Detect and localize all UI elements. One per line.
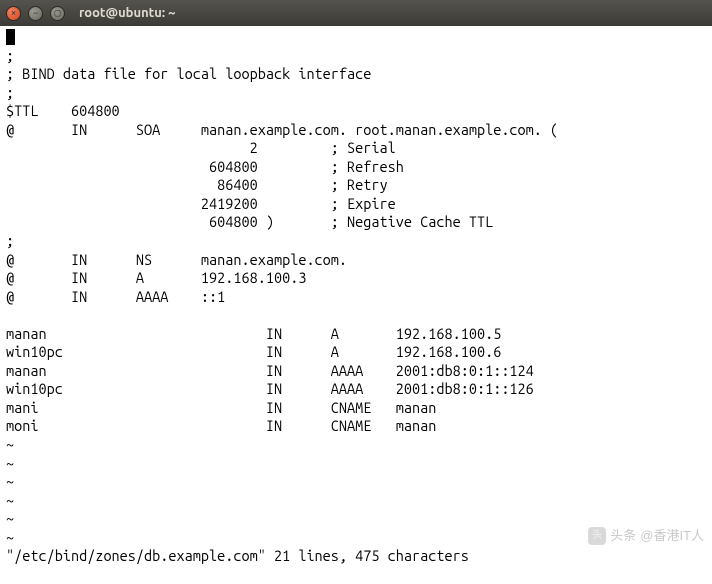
- vim-empty-line: ~: [6, 436, 14, 453]
- file-line: $TTL 604800: [6, 102, 120, 119]
- file-line: 604800 ; Refresh: [6, 158, 404, 175]
- maximize-icon: ▢: [54, 8, 60, 18]
- file-line: @ IN AAAA ::1: [6, 288, 225, 305]
- file-line: @ IN NS manan.example.com.: [6, 251, 347, 268]
- window-title: root@ubuntu: ~: [79, 6, 176, 20]
- file-line: 86400 ; Retry: [6, 176, 388, 193]
- vim-empty-line: ~: [6, 510, 14, 527]
- file-line: ;: [6, 84, 14, 101]
- vim-empty-line: ~: [6, 529, 14, 546]
- window-titlebar: × − ▢ root@ubuntu: ~: [0, 0, 712, 26]
- file-line: win10pc IN AAAA 2001:db8:0:1::126: [6, 380, 534, 397]
- watermark-logo-icon: 头: [588, 527, 606, 545]
- window-controls: × − ▢: [6, 6, 65, 21]
- file-line: ;: [6, 47, 14, 64]
- watermark-handle: @香港IT人: [640, 528, 704, 545]
- file-line: 2419200 ; Expire: [6, 195, 396, 212]
- maximize-button[interactable]: ▢: [50, 6, 65, 21]
- watermark-prefix: 头条: [610, 528, 636, 545]
- vim-status-line: "/etc/bind/zones/db.example.com" 21 line…: [6, 547, 469, 564]
- close-button[interactable]: ×: [6, 6, 21, 21]
- file-line: 604800 ) ; Negative Cache TTL: [6, 213, 493, 230]
- vim-empty-line: ~: [6, 492, 14, 509]
- file-line: @ IN SOA manan.example.com. root.manan.e…: [6, 121, 558, 138]
- file-line: 2 ; Serial: [6, 139, 396, 156]
- file-line: ;: [6, 232, 14, 249]
- file-line: manan IN AAAA 2001:db8:0:1::124: [6, 362, 534, 379]
- terminal-viewport[interactable]: ; ; BIND data file for local loopback in…: [0, 26, 712, 573]
- file-line: mani IN CNAME manan: [6, 399, 436, 416]
- file-line: manan IN A 192.168.100.5: [6, 325, 501, 342]
- file-line: moni IN CNAME manan: [6, 417, 436, 434]
- minimize-button[interactable]: −: [28, 6, 43, 21]
- terminal-cursor: [6, 29, 15, 45]
- minimize-icon: −: [33, 8, 39, 18]
- close-icon: ×: [11, 8, 17, 18]
- watermark: 头 头条 @香港IT人: [588, 527, 704, 545]
- vim-empty-line: ~: [6, 455, 14, 472]
- vim-empty-line: ~: [6, 473, 14, 490]
- file-line: @ IN A 192.168.100.3: [6, 269, 306, 286]
- file-line: win10pc IN A 192.168.100.6: [6, 343, 501, 360]
- file-line: ; BIND data file for local loopback inte…: [6, 65, 371, 82]
